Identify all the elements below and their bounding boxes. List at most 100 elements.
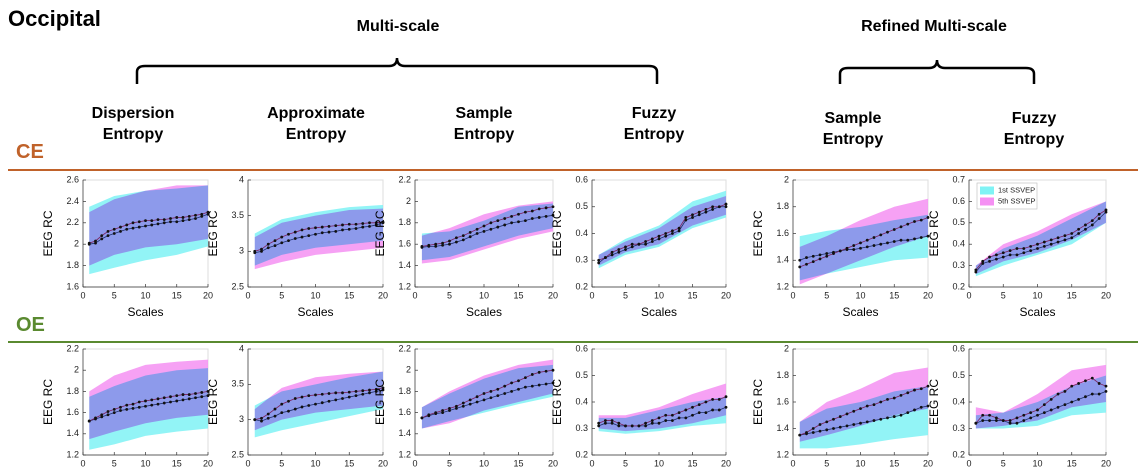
mean-point <box>347 395 351 399</box>
y-axis-label: EEG RC <box>41 379 55 425</box>
x-tick-label: 10 <box>654 458 664 468</box>
bands <box>254 371 383 438</box>
mean-point <box>293 397 297 400</box>
mean-point <box>260 419 263 423</box>
mean-point <box>300 405 304 409</box>
mean-point <box>530 217 534 220</box>
mean-point <box>1022 247 1026 250</box>
mean-point <box>489 227 493 231</box>
mean-point <box>327 399 331 403</box>
mean-point <box>334 398 338 402</box>
mean-point <box>1042 403 1046 407</box>
x-tick-label: 5 <box>112 290 117 300</box>
mean-point <box>307 404 311 407</box>
mean-point <box>988 259 991 263</box>
mean-point <box>644 242 647 246</box>
plot: 0.2 0.3 0.4 0.5 0.6 0 5 10 15 20 EEG RC <box>927 343 1111 468</box>
y-axis-label: EEG RC <box>751 379 765 425</box>
mean-point <box>1001 255 1005 259</box>
x-axis-label: Scales <box>1019 305 1055 319</box>
mean-point <box>206 390 210 393</box>
mean-point <box>112 227 116 231</box>
mean-point <box>314 393 317 397</box>
mean-point <box>597 258 601 262</box>
mean-point <box>106 413 110 417</box>
mean-point <box>677 226 681 230</box>
y-tick-label: 1.4 <box>66 428 79 438</box>
mean-point <box>691 216 694 219</box>
mean-point <box>475 395 479 399</box>
mean-point <box>879 417 883 421</box>
mean-point <box>253 418 257 422</box>
y-axis-label: EEG RC <box>41 210 55 256</box>
mean-point <box>664 419 668 422</box>
mean-point <box>852 409 856 413</box>
mean-point <box>455 240 458 244</box>
mean-point <box>995 257 998 261</box>
mean-point <box>434 411 438 414</box>
mean-point <box>169 217 172 220</box>
legend-swatch <box>980 197 994 206</box>
mean-point <box>253 249 257 253</box>
mean-point <box>1090 392 1094 396</box>
mean-point <box>496 225 500 229</box>
x-axis-label: Scales <box>641 305 677 319</box>
y-axis-label: EEG RC <box>206 210 220 256</box>
mean-point <box>906 238 910 242</box>
mean-point <box>175 220 179 224</box>
mean-point <box>441 411 444 414</box>
y-tick-label: 1.8 <box>398 217 411 227</box>
mean-point <box>1056 392 1060 396</box>
mean-point <box>273 239 277 243</box>
mean-point <box>859 246 862 250</box>
mean-point <box>657 416 661 420</box>
mean-point <box>131 226 135 230</box>
mean-point <box>825 428 829 432</box>
y-tick-label: 0.2 <box>952 449 965 459</box>
y-tick-label: 2.2 <box>398 174 411 184</box>
mean-point <box>517 220 520 224</box>
mean-point <box>510 381 513 385</box>
mean-point <box>374 221 378 225</box>
x-tick-label: 20 <box>721 290 731 300</box>
mean-point <box>724 202 728 206</box>
y-tick-label: 1.6 <box>66 407 79 417</box>
mean-point <box>156 397 160 401</box>
x-tick-label: 15 <box>344 458 354 468</box>
mean-point <box>811 254 815 258</box>
mean-point <box>906 411 910 414</box>
y-tick-label: 0.6 <box>575 343 588 353</box>
mean-point <box>1001 419 1005 422</box>
mean-point <box>1090 223 1094 227</box>
mean-point <box>684 216 688 219</box>
mean-point <box>657 234 661 238</box>
plot: 2.5 3 3.5 4 0 5 10 15 20 EEG RC <box>206 343 388 468</box>
mean-point <box>260 249 263 253</box>
y-tick-label: 2.5 <box>231 281 244 291</box>
x-tick-label: 10 <box>479 290 489 300</box>
x-tick-label: 20 <box>548 290 558 300</box>
mean-point <box>441 409 444 412</box>
brace <box>135 57 659 84</box>
mean-point <box>832 252 835 255</box>
mean-point <box>441 241 444 245</box>
y-tick-label: 1.6 <box>398 239 411 249</box>
mean-point <box>137 225 141 229</box>
y-tick-label: 1.8 <box>66 260 79 270</box>
mean-point <box>434 244 438 248</box>
row-label: OE <box>16 314 45 336</box>
bands <box>975 201 1106 277</box>
mean-point <box>1077 397 1080 401</box>
mean-point <box>341 397 344 400</box>
mean-point <box>879 233 883 237</box>
mean-point <box>144 399 147 403</box>
band <box>421 359 553 429</box>
mean-point <box>1070 236 1074 240</box>
mean-point <box>354 394 358 398</box>
x-axis-label: Scales <box>466 305 502 319</box>
mean-point <box>1022 419 1026 422</box>
mean-point <box>704 400 708 404</box>
mean-point <box>919 405 923 409</box>
x-tick-label: 10 <box>479 458 489 468</box>
